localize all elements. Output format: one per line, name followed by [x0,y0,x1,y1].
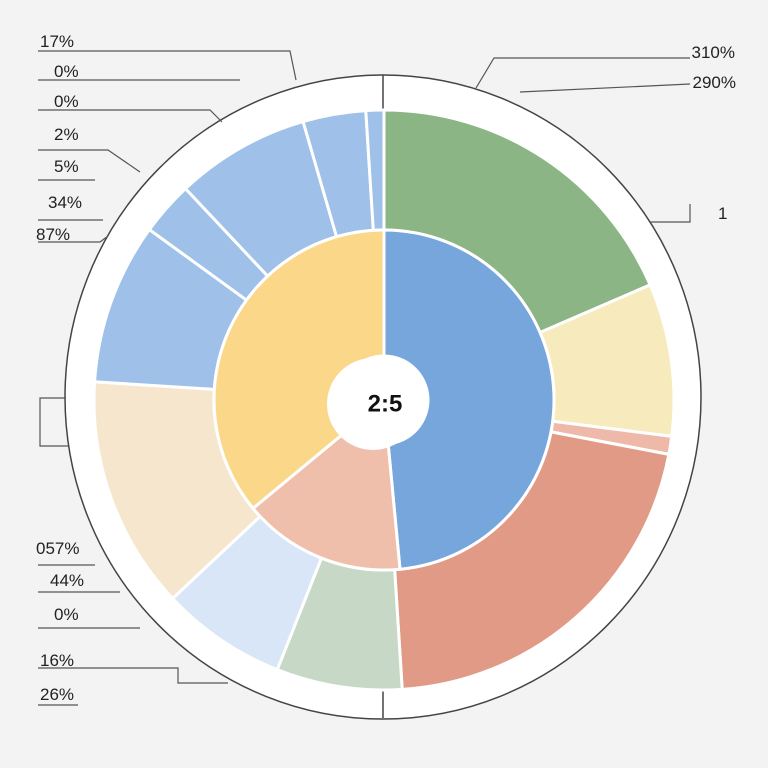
pct-label: 17% [40,32,74,51]
pct-label: 87% [36,225,70,244]
outer-ring [92,108,676,692]
pct-label: 5% [54,157,79,176]
pct-label: 0% [54,605,79,624]
pct-label: 0% [54,62,79,81]
pct-label: 2% [54,125,79,144]
inner-ring [212,228,556,572]
inner-slice-0 [382,228,556,571]
pct-label: 057% [36,539,79,558]
pct-label: 44% [50,571,84,590]
left-labels: 17% 0% 0% 2% 5% 34% 87% 057% 44% 0% 16% … [36,32,84,704]
pct-label: 290% [693,73,736,92]
center-label: 2:5 [368,390,403,417]
pct-label: 16% [40,651,74,670]
pct-label: 1 [718,204,727,223]
right-labels: 310% 290% 1 [692,43,736,223]
pct-label: 26% [40,685,74,704]
pct-label: 0% [54,92,79,111]
left-leaders [38,50,297,706]
right-leaders [475,57,691,223]
pct-label: 34% [48,193,82,212]
center-hole [327,358,419,450]
pct-label: 310% [692,43,735,62]
